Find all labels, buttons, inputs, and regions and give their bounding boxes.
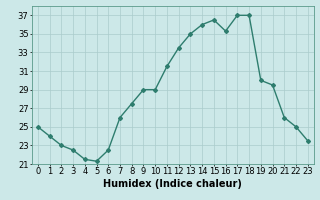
X-axis label: Humidex (Indice chaleur): Humidex (Indice chaleur) (103, 179, 242, 189)
